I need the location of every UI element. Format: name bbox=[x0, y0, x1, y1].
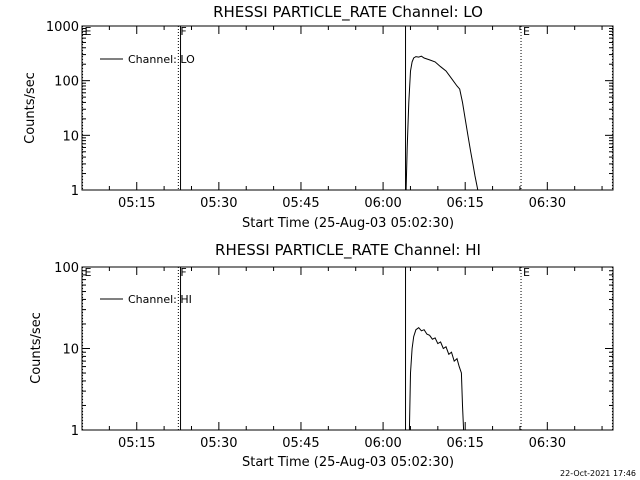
marker-label: E bbox=[85, 25, 92, 38]
x-tick-label: 05:45 bbox=[282, 196, 319, 211]
y-tick-label: 10 bbox=[62, 129, 79, 144]
x-tick-label: 06:00 bbox=[364, 196, 401, 211]
chart-panel-lo: RHESSI PARTICLE_RATE Channel: LO Start T… bbox=[23, 3, 614, 231]
legend-label: Channel: HI bbox=[128, 293, 192, 306]
chart-title: RHESSI PARTICLE_RATE Channel: LO bbox=[213, 3, 483, 22]
y-axis-label: Counts/sec bbox=[29, 312, 44, 384]
chart-title: RHESSI PARTICLE_RATE Channel: HI bbox=[215, 241, 481, 260]
footer-timestamp: 22-Oct-2021 17:46 bbox=[560, 469, 636, 478]
x-tick-label: 06:15 bbox=[446, 436, 483, 451]
y-tick-label: 10 bbox=[62, 343, 79, 358]
series-line bbox=[408, 327, 465, 431]
x-tick-label: 05:45 bbox=[282, 436, 319, 451]
plot-area: 1 10 100 1000 05:15 05:30 05:45 06:00 06:15 06:30… bbox=[46, 20, 614, 211]
series-line bbox=[405, 55, 479, 191]
marker-label: E bbox=[523, 25, 530, 38]
y-tick-label: 1 bbox=[71, 184, 79, 199]
marker-label: F bbox=[180, 25, 186, 38]
x-axis-label: Start Time (25-Aug-03 05:02:30) bbox=[242, 216, 454, 231]
legend-label: Channel: LO bbox=[128, 53, 195, 66]
x-tick-label: 05:30 bbox=[200, 196, 237, 211]
marker-label: E bbox=[85, 266, 92, 279]
y-tick-label: 100 bbox=[54, 261, 79, 276]
legend: Channel: HI bbox=[100, 293, 192, 306]
x-tick-label: 05:30 bbox=[200, 436, 237, 451]
x-tick-label: 05:15 bbox=[118, 196, 155, 211]
y-tick-label: 1000 bbox=[46, 20, 79, 35]
x-tick-label: 06:00 bbox=[364, 436, 401, 451]
marker-label: F bbox=[180, 266, 186, 279]
y-axis-label: Counts/sec bbox=[23, 72, 38, 144]
x-axis-label: Start Time (25-Aug-03 05:02:30) bbox=[242, 455, 454, 470]
plot-area: 1 10 100 05:15 05:30 05:45 06:00 06:15 06:30 E F E bbox=[54, 261, 614, 451]
plot-frame bbox=[81, 25, 614, 191]
y-tick-label: 100 bbox=[54, 75, 79, 90]
x-tick-label: 06:30 bbox=[529, 196, 566, 211]
x-tick-label: 06:30 bbox=[529, 436, 566, 451]
x-tick-label: 06:15 bbox=[446, 196, 483, 211]
x-tick-label: 05:15 bbox=[118, 436, 155, 451]
y-tick-label: 1 bbox=[71, 424, 79, 439]
chart-panel-hi: RHESSI PARTICLE_RATE Channel: HI Start T… bbox=[29, 241, 614, 470]
marker-label: E bbox=[523, 266, 530, 279]
